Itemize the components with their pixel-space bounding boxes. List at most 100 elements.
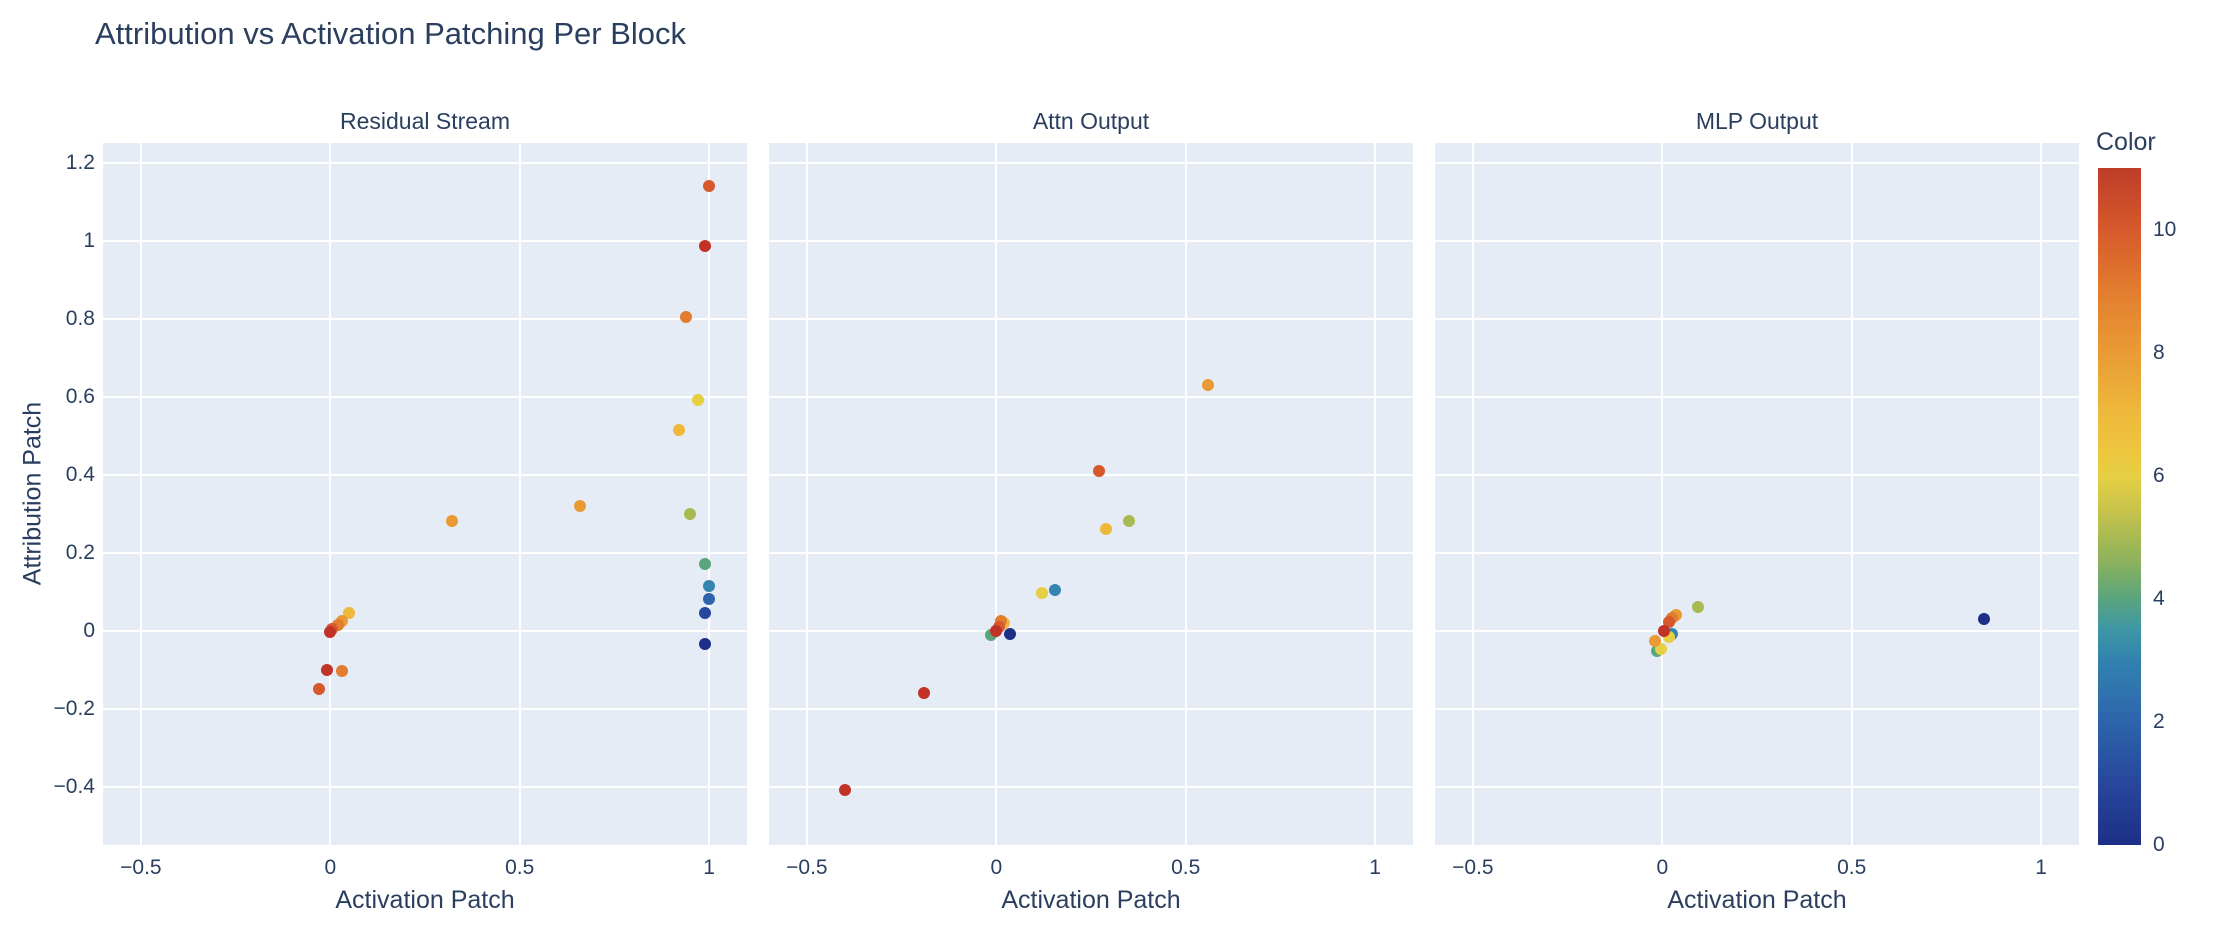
gridline — [103, 239, 747, 242]
gridline — [1435, 785, 2079, 788]
x-axis-title: Activation Patch — [1001, 886, 1181, 914]
gridline — [103, 317, 747, 320]
colorbar-gradient — [2098, 168, 2141, 845]
x-tick-label: 0.5 — [1171, 856, 1201, 879]
scatter-point[interactable] — [990, 624, 1003, 637]
scatter-point[interactable] — [918, 686, 931, 699]
scatter-point[interactable] — [1049, 583, 1061, 596]
x-tick-label: 1 — [2035, 856, 2047, 879]
gridline — [103, 395, 747, 398]
y-tick-label: 1 — [83, 228, 95, 252]
gridline — [103, 707, 747, 710]
gridline — [769, 707, 1413, 710]
scatter-point[interactable] — [445, 515, 458, 528]
scatter-point[interactable] — [324, 626, 337, 639]
gridline — [103, 551, 747, 554]
y-tick-label: 0.4 — [65, 462, 95, 486]
gridline — [329, 143, 332, 845]
scatter-point[interactable] — [1122, 515, 1135, 528]
gridline — [769, 239, 1413, 242]
x-tick-label: −0.5 — [120, 856, 162, 879]
gridline — [2040, 143, 2043, 845]
subplot-title-mlp-output: MLP Output — [1695, 108, 1819, 134]
scatter-point[interactable] — [672, 423, 685, 436]
gridline — [769, 317, 1413, 320]
gridline — [995, 143, 998, 845]
gridline — [1435, 473, 2079, 476]
gridline — [103, 161, 747, 164]
plot-area-attn-output[interactable] — [769, 143, 1413, 845]
scatter-point[interactable] — [703, 579, 716, 592]
colorbar-tick-label: 0 — [2153, 833, 2165, 856]
scatter-point[interactable] — [574, 499, 587, 512]
gridline — [1435, 161, 2079, 164]
scatter-point[interactable] — [1003, 627, 1016, 640]
scatter-point[interactable] — [699, 638, 712, 651]
scatter-point[interactable] — [699, 558, 712, 571]
gridline — [1850, 143, 1853, 845]
gridline — [769, 395, 1413, 398]
y-tick-label: 0 — [83, 618, 95, 642]
scatter-point[interactable] — [1657, 624, 1670, 637]
gridline — [1435, 707, 2079, 710]
gridline — [1435, 239, 2079, 242]
subplot-title-residual-stream: Residual Stream — [339, 108, 511, 134]
scatter-point[interactable] — [680, 310, 693, 323]
gridline — [1435, 629, 2079, 632]
y-tick-label: 0.6 — [65, 384, 95, 408]
gridline — [1435, 395, 2079, 398]
gridline — [139, 143, 142, 845]
gridline — [1184, 143, 1187, 845]
scatter-point[interactable] — [320, 663, 333, 676]
gridline — [1435, 317, 2079, 320]
gridline — [708, 143, 711, 845]
gridline — [1435, 551, 2079, 554]
gridline — [769, 785, 1413, 788]
scatter-point[interactable] — [1978, 612, 1991, 625]
colorbar-tick-label: 10 — [2153, 217, 2177, 241]
plot-area-mlp-output[interactable] — [1435, 143, 2079, 845]
scatter-point[interactable] — [699, 606, 712, 619]
gridline — [769, 161, 1413, 164]
gridline — [518, 143, 521, 845]
y-tick-label: 1.2 — [65, 150, 95, 174]
x-tick-label: −0.5 — [786, 856, 828, 879]
scatter-point[interactable] — [1035, 587, 1048, 600]
x-tick-label: 1 — [1369, 856, 1381, 879]
scatter-point[interactable] — [838, 784, 851, 797]
x-tick-label: 0.5 — [1837, 856, 1867, 879]
scatter-point[interactable] — [335, 665, 348, 678]
scatter-point[interactable] — [684, 507, 697, 520]
scatter-point[interactable] — [703, 593, 716, 606]
scatter-point[interactable] — [1202, 378, 1215, 391]
gridline — [103, 473, 747, 476]
scatter-point[interactable] — [1649, 634, 1662, 647]
page-title: Attribution vs Activation Patching Per B… — [95, 16, 687, 51]
colorbar-tick-label: 2 — [2153, 709, 2165, 733]
gridline — [805, 143, 808, 845]
plot-area-residual-stream[interactable] — [103, 143, 747, 845]
gridline — [769, 629, 1413, 632]
colorbar-tick-label: 6 — [2153, 463, 2165, 487]
colorbar-tick-label: 4 — [2153, 586, 2165, 610]
y-tick-label: 0.2 — [65, 540, 95, 564]
gridline — [769, 551, 1413, 554]
y-tick-label: 0.8 — [65, 306, 95, 330]
scatter-point[interactable] — [312, 683, 325, 695]
scatter-point[interactable] — [1100, 523, 1113, 536]
scatter-point[interactable] — [699, 240, 712, 253]
x-tick-label: 0 — [1656, 856, 1669, 879]
subplot-title-attn-output: Attn Output — [1032, 108, 1150, 134]
x-tick-label: 0.5 — [505, 856, 535, 879]
scatter-point[interactable] — [1692, 601, 1705, 614]
colorbar-tick-label: 8 — [2153, 340, 2165, 364]
y-tick-label: −0.2 — [53, 696, 95, 720]
scatter-point[interactable] — [703, 179, 716, 192]
colorbar-title: Color — [2096, 128, 2156, 156]
scatter-point[interactable] — [1092, 464, 1105, 477]
x-axis-title: Activation Patch — [1667, 886, 1847, 914]
gridline — [103, 785, 747, 788]
scatter-point[interactable] — [691, 394, 704, 407]
gridline — [1661, 143, 1664, 845]
